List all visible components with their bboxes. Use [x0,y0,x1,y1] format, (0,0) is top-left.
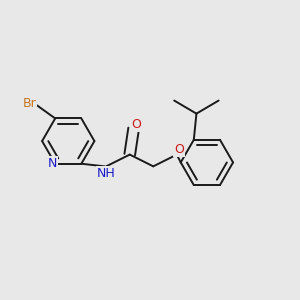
Text: NH: NH [97,167,116,180]
Text: Br: Br [23,98,36,110]
Text: O: O [131,118,141,131]
Text: O: O [174,143,184,156]
Text: N: N [47,157,57,170]
